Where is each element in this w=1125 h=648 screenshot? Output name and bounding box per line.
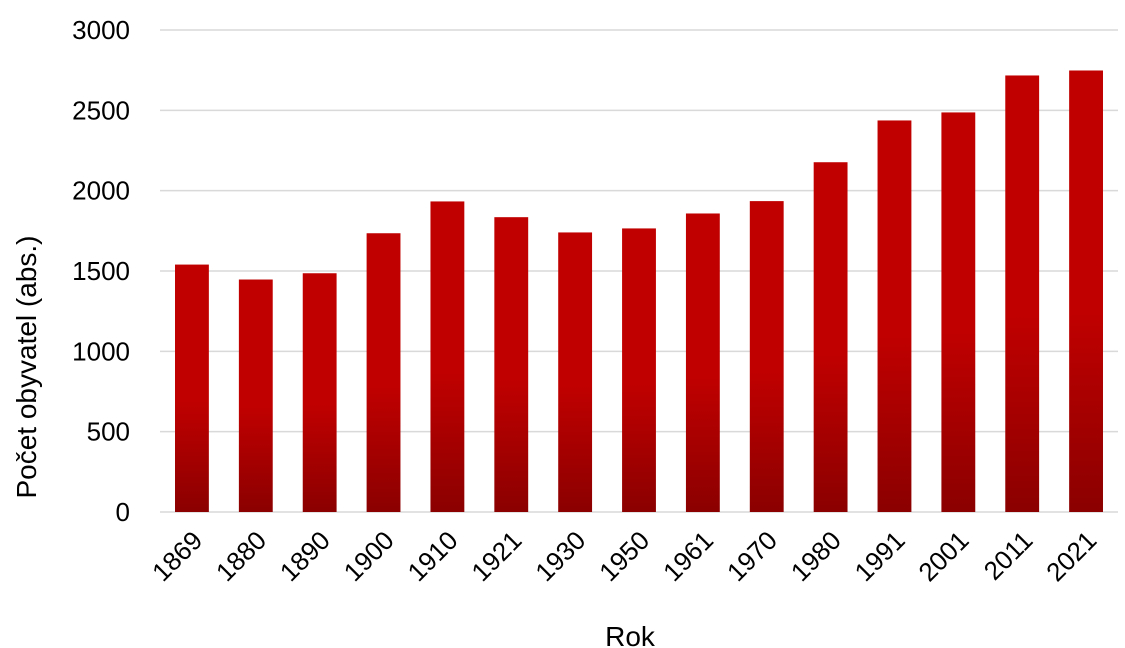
x-tick-label-1961: 1961 bbox=[657, 525, 719, 587]
bar-1910 bbox=[430, 201, 465, 512]
y-tick-label: 1500 bbox=[72, 256, 130, 286]
bar-1921 bbox=[494, 217, 529, 512]
bar-1991 bbox=[877, 120, 912, 513]
x-tick-label-2001: 2001 bbox=[912, 525, 974, 587]
y-tick-label: 1000 bbox=[72, 336, 130, 366]
y-tick-label: 500 bbox=[87, 417, 130, 447]
x-tick-label-1950: 1950 bbox=[593, 525, 655, 587]
x-tick-label-1900: 1900 bbox=[338, 525, 400, 587]
bar-2021 bbox=[1069, 70, 1103, 512]
bar-2011 bbox=[1005, 75, 1040, 513]
bar-1880 bbox=[238, 279, 273, 512]
x-axis-ticks: 1869 1880 1890 1900 1910 1921 1930 1950 1961 1970… bbox=[146, 525, 1102, 587]
bar-1950 bbox=[622, 228, 656, 512]
x-tick-label-1869: 1869 bbox=[146, 525, 208, 587]
bar-2001 bbox=[941, 112, 976, 512]
bar-1980 bbox=[813, 162, 848, 512]
x-tick-label-1930: 1930 bbox=[529, 525, 591, 587]
x-tick-label-2021: 2021 bbox=[1040, 525, 1102, 587]
x-tick-label-1890: 1890 bbox=[274, 525, 336, 587]
x-tick-label-1880: 1880 bbox=[210, 525, 272, 587]
x-tick-label-1910: 1910 bbox=[402, 525, 464, 587]
y-tick-label: 3000 bbox=[72, 15, 130, 45]
x-axis-title: Rok bbox=[605, 621, 656, 648]
x-tick-label-1991: 1991 bbox=[849, 525, 911, 587]
y-tick-label: 0 bbox=[116, 497, 130, 527]
x-tick-label-2011: 2011 bbox=[978, 525, 1039, 586]
bar-1890 bbox=[302, 273, 337, 512]
x-tick-label-1980: 1980 bbox=[785, 525, 847, 587]
x-tick-label-1921: 1921 bbox=[465, 525, 527, 587]
bar-1900 bbox=[366, 233, 401, 512]
bar-1869 bbox=[175, 264, 209, 512]
bar-1961 bbox=[685, 213, 720, 513]
y-tick-label: 2000 bbox=[72, 176, 130, 206]
y-tick-label: 2500 bbox=[72, 95, 130, 125]
x-tick-label-1970: 1970 bbox=[721, 525, 783, 587]
y-axis-title: Počet obyvatel (abs.) bbox=[11, 235, 42, 498]
y-axis-ticks: 0 500 1000 1500 2000 2500 3000 bbox=[72, 15, 130, 527]
bar-1970 bbox=[749, 201, 784, 513]
bars bbox=[175, 70, 1103, 513]
bar-1930 bbox=[558, 232, 593, 512]
